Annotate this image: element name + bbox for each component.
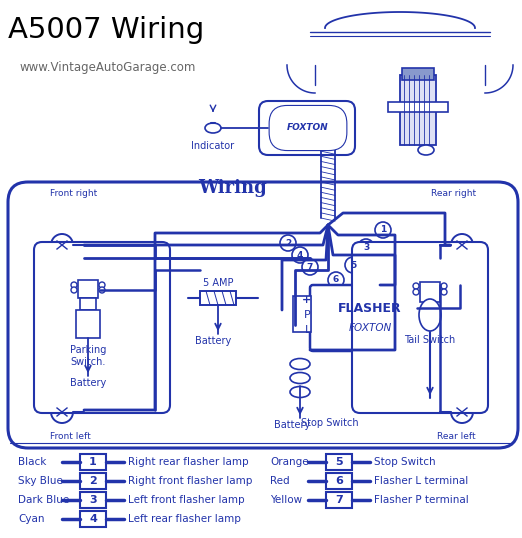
Text: Front right: Front right (50, 189, 97, 198)
Text: 5: 5 (335, 457, 343, 467)
Text: 3: 3 (363, 243, 369, 251)
Bar (400, 75, 436, 145)
Bar (80, 298, 96, 310)
Text: 4: 4 (297, 251, 303, 259)
Ellipse shape (418, 145, 434, 155)
Text: 2: 2 (285, 238, 291, 247)
Text: Parking
Switch.: Parking Switch. (70, 345, 106, 367)
Text: Indicator: Indicator (192, 141, 234, 151)
Circle shape (99, 282, 105, 288)
Text: Left front flasher lamp: Left front flasher lamp (128, 495, 245, 505)
Text: 3: 3 (89, 495, 97, 505)
Text: Black: Black (18, 457, 46, 467)
FancyBboxPatch shape (352, 242, 488, 413)
Text: 2: 2 (89, 476, 97, 486)
Circle shape (413, 283, 419, 289)
Ellipse shape (290, 386, 310, 398)
Circle shape (71, 287, 77, 293)
Text: Stop Switch: Stop Switch (374, 457, 436, 467)
Text: Left rear flasher lamp: Left rear flasher lamp (128, 514, 241, 524)
Text: +: + (302, 295, 311, 305)
Circle shape (51, 401, 73, 423)
Text: 1: 1 (380, 225, 386, 235)
FancyBboxPatch shape (310, 285, 420, 351)
Bar (326, 454, 352, 470)
Text: Orange: Orange (270, 457, 309, 467)
Bar (80, 511, 106, 527)
Text: FOXTON: FOXTON (348, 323, 392, 333)
Text: 7: 7 (335, 495, 343, 505)
Circle shape (375, 222, 391, 238)
Circle shape (451, 401, 473, 423)
Text: 5 AMP: 5 AMP (203, 278, 233, 288)
Text: Yellow: Yellow (270, 495, 302, 505)
Text: Flasher L terminal: Flasher L terminal (374, 476, 468, 486)
Ellipse shape (419, 299, 441, 331)
Text: 1: 1 (89, 457, 97, 467)
Text: 6: 6 (333, 275, 339, 285)
Circle shape (441, 289, 447, 295)
Circle shape (71, 282, 77, 288)
Circle shape (328, 272, 344, 288)
Bar (78, 280, 98, 298)
Text: Rear left: Rear left (437, 432, 476, 441)
Text: Sky Blue: Sky Blue (18, 476, 63, 486)
Circle shape (280, 235, 296, 251)
Circle shape (345, 257, 361, 273)
FancyBboxPatch shape (34, 242, 170, 413)
Bar (80, 492, 106, 508)
Text: Battery: Battery (195, 336, 231, 346)
Text: L: L (305, 325, 311, 335)
Circle shape (441, 283, 447, 289)
Text: FLASHER: FLASHER (338, 301, 402, 315)
Circle shape (413, 289, 419, 295)
Ellipse shape (290, 372, 310, 384)
Bar (80, 473, 106, 489)
Text: Stop Switch: Stop Switch (301, 418, 359, 428)
Text: Wiring: Wiring (198, 179, 266, 197)
Text: Flasher P terminal: Flasher P terminal (374, 495, 469, 505)
Text: P: P (304, 310, 311, 320)
Text: 4: 4 (89, 514, 97, 524)
Bar (402, 68, 434, 80)
Text: 7: 7 (307, 263, 313, 272)
Text: Right rear flasher lamp: Right rear flasher lamp (128, 457, 248, 467)
Circle shape (292, 247, 308, 263)
Circle shape (302, 259, 318, 275)
Bar (420, 282, 440, 302)
Circle shape (51, 234, 73, 256)
Text: A5007 Wiring: A5007 Wiring (8, 16, 204, 44)
Text: Cyan: Cyan (18, 514, 44, 524)
Text: www.VintageAutoGarage.com: www.VintageAutoGarage.com (20, 60, 196, 74)
Circle shape (451, 234, 473, 256)
Circle shape (99, 287, 105, 293)
Text: Right front flasher lamp: Right front flasher lamp (128, 476, 252, 486)
FancyBboxPatch shape (259, 101, 355, 155)
Bar (200, 291, 236, 305)
Text: 6: 6 (335, 476, 343, 486)
Text: Battery: Battery (274, 420, 310, 430)
Bar (326, 473, 352, 489)
Text: Red: Red (270, 476, 290, 486)
Bar (76, 310, 100, 338)
Text: 5: 5 (350, 260, 356, 270)
Text: Battery: Battery (70, 378, 106, 388)
Text: Dark Blue: Dark Blue (18, 495, 69, 505)
Text: Tail Switch: Tail Switch (405, 335, 456, 345)
Bar (388, 102, 448, 112)
Bar (293, 296, 311, 332)
Text: FOXTON: FOXTON (287, 124, 329, 132)
Ellipse shape (290, 358, 310, 370)
Text: Rear right: Rear right (431, 189, 476, 198)
Text: Front left: Front left (50, 432, 91, 441)
FancyBboxPatch shape (8, 182, 518, 448)
Bar (326, 492, 352, 508)
Bar (80, 454, 106, 470)
Circle shape (358, 239, 374, 255)
